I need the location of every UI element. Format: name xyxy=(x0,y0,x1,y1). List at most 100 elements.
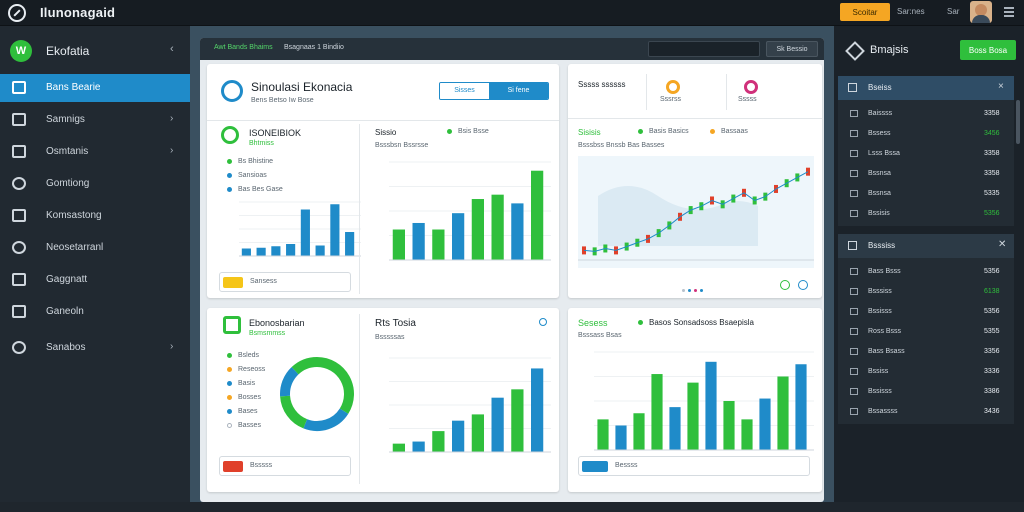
list-row[interactable]: Bssiss 3336 xyxy=(838,362,1014,382)
list-row[interactable]: Bssisss 3386 xyxy=(838,382,1014,402)
bar-chart-3 xyxy=(389,357,551,453)
card-subtitle: Bens Betso Iw Bose xyxy=(251,97,314,104)
bar xyxy=(452,420,465,452)
status-pill[interactable]: Bessss xyxy=(578,456,810,476)
list-row[interactable]: Bsssiss 6138 xyxy=(838,282,1014,302)
assets-panel: Bsssiss ✕ Bass Bsss 5356 Bsssiss 6138 Bssiss… xyxy=(838,234,1014,424)
search-input[interactable] xyxy=(648,41,760,57)
sidebar-item-label: Sanabos xyxy=(46,342,86,353)
list-row[interactable]: Lsss Bssa 3358 xyxy=(838,144,1014,164)
list-icon xyxy=(848,241,857,250)
bar xyxy=(511,203,524,260)
frame-action-button[interactable]: Sk Bessio xyxy=(766,41,818,57)
top-link-2[interactable]: Sar xyxy=(947,7,960,16)
chart-title: Rts Tosia xyxy=(375,318,416,329)
right-panel-action-button[interactable]: Boss Bosa xyxy=(960,40,1016,60)
sidebar-header[interactable]: W Ekofatia ‹ xyxy=(0,38,190,64)
wallet-icon xyxy=(12,177,26,190)
list-row[interactable]: Bssnsa 5335 xyxy=(838,184,1014,204)
scrollbar[interactable] xyxy=(1016,100,1020,144)
chart-subtitle: Bsssbss Bnssb Bas Basses xyxy=(578,142,665,149)
list-row[interactable]: Ross Bsss 5355 xyxy=(838,322,1014,342)
list-row[interactable]: Bssisis 5356 xyxy=(838,204,1014,224)
sidebar-item-label: Gaggnatt xyxy=(46,274,88,285)
sidebar-item-3[interactable]: Osmtanis › xyxy=(0,138,190,166)
settings-icon[interactable] xyxy=(798,280,808,290)
building-icon xyxy=(12,145,26,158)
pagination-dots[interactable] xyxy=(682,282,722,293)
view-toggle[interactable]: Sisses Si fene xyxy=(439,82,549,100)
chart-legend: Basos Sonsadsoss Bsaepisla xyxy=(638,318,754,327)
bar xyxy=(271,246,281,256)
book-icon xyxy=(12,209,26,222)
bar xyxy=(705,361,717,450)
footer-bar xyxy=(0,502,1024,512)
legend-item: Bosses xyxy=(227,394,261,401)
close-icon[interactable]: × xyxy=(998,81,1004,92)
bar-chart-4 xyxy=(594,351,814,451)
status-text: Bessss xyxy=(615,462,638,469)
list-row[interactable]: Bssassss 3436 xyxy=(838,402,1014,422)
line-chart xyxy=(578,156,814,268)
main-area: Awt Bands Bhaims Bsagnaas 1 Bindiio Sk B… xyxy=(190,26,834,502)
status-pill[interactable]: Bsssss xyxy=(219,456,351,476)
bar xyxy=(300,209,310,256)
sidebar-item-6[interactable]: Neosetarranl xyxy=(0,234,190,262)
list-row[interactable]: Bssnsa 3358 xyxy=(838,164,1014,184)
toggle-left[interactable]: Sisses xyxy=(440,83,489,99)
list-row[interactable]: Bass Bsss 5356 xyxy=(838,262,1014,282)
sidebar-item-5[interactable]: Komsastong xyxy=(0,202,190,230)
status-pill[interactable]: Sansess xyxy=(219,272,351,292)
list-row[interactable]: Bass Bsass 3356 xyxy=(838,342,1014,362)
frame-header-breadcrumb[interactable]: Bsagnaas 1 Bindiio xyxy=(284,44,344,51)
metric-3: Sssss xyxy=(738,96,757,103)
metric-2: Sssrss xyxy=(660,96,681,103)
status-badge xyxy=(223,277,243,288)
sidebar-item-9[interactable]: Sanabos › xyxy=(0,334,190,362)
dashboard-frame: Awt Bands Bhaims Bsagnaas 1 Bindiio Sk B… xyxy=(200,38,824,502)
status-badge xyxy=(223,461,243,472)
bar xyxy=(432,229,445,260)
row-label: Lsss Bssa xyxy=(868,150,900,157)
user-avatar[interactable] xyxy=(970,1,992,23)
sidebar: W Ekofatia ‹ Bans Bearie Samnigs › Osmta… xyxy=(0,26,190,502)
refresh-icon[interactable] xyxy=(780,280,790,290)
bar xyxy=(345,232,355,256)
row-value: 5356 xyxy=(984,268,1000,275)
bar xyxy=(315,245,325,256)
chevron-left-icon[interactable]: ‹ xyxy=(170,43,174,55)
watchlist-panel: Bseiss × Baissss 3358 Bssess 3456 Lsss Bssa 3… xyxy=(838,76,1014,226)
divider xyxy=(726,74,727,110)
lock-icon xyxy=(12,113,26,126)
chart-title: Sissio xyxy=(375,128,397,137)
sidebar-item-2[interactable]: Samnigs › xyxy=(0,106,190,134)
frame-header-label: Awt Bands Bhaims xyxy=(214,44,273,51)
sidebar-item-7[interactable]: Gaggnatt xyxy=(0,266,190,294)
sidebar-item-4[interactable]: Gomtiong xyxy=(0,170,190,198)
card-icon xyxy=(12,273,26,286)
upgrade-button[interactable]: Scoitar xyxy=(840,3,890,21)
bar xyxy=(651,374,663,450)
list-row[interactable]: Baissss 3358 xyxy=(838,104,1014,124)
settings-icon[interactable]: ✕ xyxy=(998,239,1007,250)
menu-icon[interactable] xyxy=(1004,7,1014,17)
row-label: Baissss xyxy=(868,110,893,117)
chart-meta: Bassaas xyxy=(710,128,748,135)
legend-item: Bases xyxy=(227,408,257,415)
donut-card: Ebonosbarian Bsmsmmss Bsleds Reseoss Bas… xyxy=(207,308,559,492)
list-row[interactable]: Bssisss 5356 xyxy=(838,302,1014,322)
bar xyxy=(795,364,807,450)
item-icon xyxy=(850,110,858,117)
row-label: Bssisss xyxy=(868,388,892,395)
bar-chart-2 xyxy=(389,161,551,261)
list-row[interactable]: Bssess 3456 xyxy=(838,124,1014,144)
panel-title: Bseiss xyxy=(868,83,892,92)
refresh-icon[interactable] xyxy=(539,318,547,326)
sidebar-item-home[interactable]: Bans Bearie xyxy=(0,74,190,102)
toggle-right[interactable]: Si fene xyxy=(489,83,548,99)
bar xyxy=(687,382,699,450)
top-link-1[interactable]: Sar:nes xyxy=(897,7,925,16)
compass-icon xyxy=(221,80,243,102)
right-panel-header: Bmajsis Boss Bosa xyxy=(834,40,1024,62)
sidebar-item-8[interactable]: Ganeoln xyxy=(0,298,190,326)
